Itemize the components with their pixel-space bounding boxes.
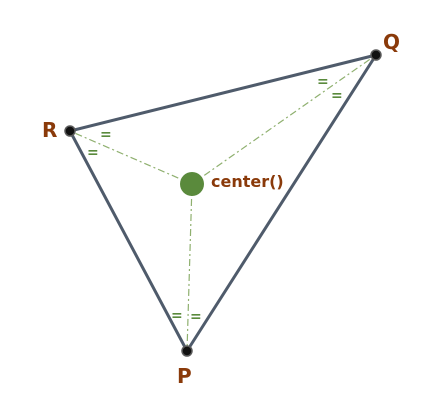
vertex-label-q: Q [383, 30, 400, 54]
guide-center-p [186, 183, 193, 352]
equal-mark-q-2: = [331, 88, 343, 104]
vertex-r[interactable] [64, 125, 76, 137]
equal-mark-q-1: = [317, 74, 329, 90]
equal-mark-p-2: = [190, 309, 202, 325]
vertex-label-p: P [177, 364, 192, 388]
equal-mark-r-1: = [100, 127, 112, 143]
center-label: center() [211, 172, 284, 191]
vertex-p[interactable] [181, 345, 193, 357]
equal-mark-p-1: = [171, 308, 183, 324]
vertex-label-r: R [42, 118, 57, 142]
guide-center-q [191, 54, 377, 185]
edge-p-r [68, 129, 189, 353]
center-point[interactable] [180, 172, 204, 196]
guide-center-r [69, 130, 193, 185]
vertex-q[interactable] [370, 49, 382, 61]
edge-q-p [185, 53, 378, 353]
equal-mark-r-2: = [87, 145, 99, 161]
edge-r-q [68, 53, 378, 133]
